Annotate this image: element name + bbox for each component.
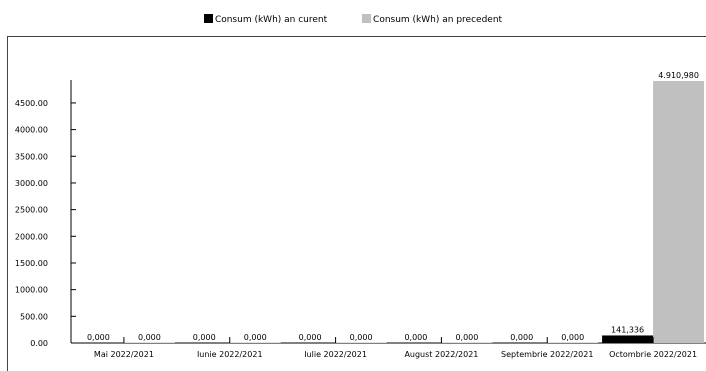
y-tick-label: 4500.00	[15, 99, 48, 108]
data-label-current: 0,000	[404, 333, 427, 342]
bar-current	[390, 342, 442, 343]
legend-label-previous: Consum (kWh) an precedent	[373, 15, 503, 25]
y-tick-label: 1500.00	[15, 259, 48, 268]
y-tick-label: 1000.00	[15, 286, 48, 295]
y-tick-label: 2500.00	[15, 206, 48, 215]
bar-current	[496, 342, 548, 343]
bar-current	[72, 342, 124, 343]
x-tick-label: Iulie 2022/2021	[304, 350, 367, 359]
bar-current	[284, 342, 336, 343]
data-label-previous: 0,000	[138, 333, 161, 342]
x-tick-label: Iunie 2022/2021	[197, 350, 263, 359]
data-label-current: 0,000	[193, 333, 216, 342]
data-label-previous: 0,000	[455, 333, 478, 342]
data-label-previous: 4.910,980	[658, 71, 699, 80]
legend-item-previous: Consum (kWh) an precedent	[362, 14, 502, 26]
y-tick-label: 500.00	[20, 312, 48, 321]
data-label-previous: 0,000	[561, 333, 584, 342]
bar-previous	[335, 342, 387, 343]
data-label-current: 141,336	[611, 325, 644, 334]
chart-frame: 0.00 500.00 1000.00 1500.00 2000.00 2500.00 30…	[7, 36, 706, 371]
data-label-previous: 0,000	[244, 333, 267, 342]
bar-previous	[441, 342, 493, 343]
y-tick-label: 4000.00	[15, 126, 48, 135]
bar-current	[602, 335, 654, 343]
bar-chart-plot: 0.00 500.00 1000.00 1500.00 2000.00 2500.00 30…	[15, 71, 706, 359]
data-label-previous: 0,000	[350, 333, 373, 342]
data-label-current: 0,000	[299, 333, 322, 342]
y-tick-label: 0.00	[30, 339, 48, 348]
bar-current	[178, 342, 230, 343]
legend-item-current: Consum (kWh) an curent	[203, 14, 328, 26]
y-tick-label: 3000.00	[15, 179, 48, 188]
x-tick-label: Octombrie 2022/2021	[609, 350, 697, 359]
bar-previous	[229, 342, 281, 343]
x-tick-label: Mai 2022/2021	[94, 350, 154, 359]
data-label-current: 0,000	[510, 333, 533, 342]
data-label-current: 0,000	[87, 333, 110, 342]
legend-swatch-current	[203, 14, 213, 23]
x-tick-label: Septembrie 2022/2021	[501, 350, 593, 359]
y-tick-label: 2000.00	[15, 232, 48, 241]
x-tick-label: August 2022/2021	[404, 350, 478, 359]
bar-previous	[653, 81, 705, 343]
bar-previous	[547, 342, 599, 343]
chart-legend: Consum (kWh) an curent Consum (kWh) an p…	[0, 14, 706, 26]
legend-label-current: Consum (kWh) an curent	[214, 15, 328, 25]
y-tick-label: 3500.00	[15, 152, 48, 161]
bar-previous	[123, 342, 175, 343]
legend-swatch-previous	[362, 14, 372, 23]
